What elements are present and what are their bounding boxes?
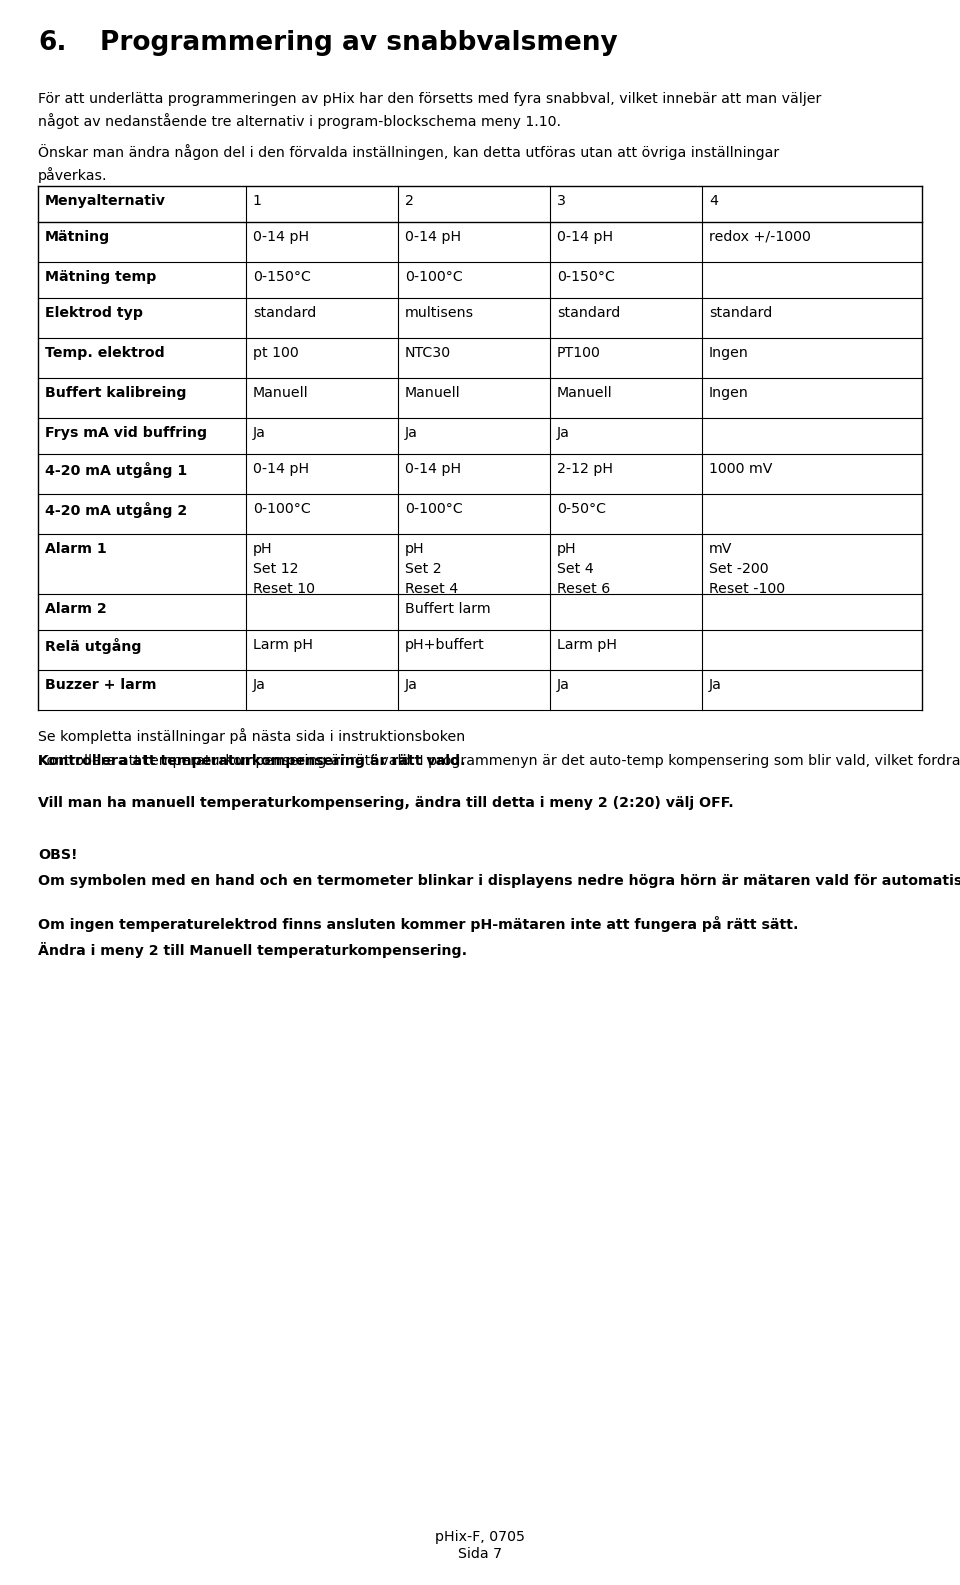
Text: Ja: Ja — [557, 678, 569, 693]
Text: 1000 mV: 1000 mV — [708, 461, 772, 475]
Text: Menyalternativ: Menyalternativ — [45, 193, 166, 208]
Text: 3: 3 — [557, 193, 565, 208]
Text: 2: 2 — [405, 193, 414, 208]
Text: Buzzer + larm: Buzzer + larm — [45, 678, 156, 693]
Text: Om ingen temperaturelektrod finns ansluten kommer pH-mätaren inte att fungera på: Om ingen temperaturelektrod finns anslut… — [38, 916, 799, 932]
Text: standard: standard — [708, 306, 772, 320]
Text: 1: 1 — [252, 193, 262, 208]
Text: Ja: Ja — [557, 426, 569, 441]
Text: 0-150°C: 0-150°C — [557, 269, 614, 284]
Text: Ingen: Ingen — [708, 346, 749, 360]
Text: 0-14 pH: 0-14 pH — [252, 461, 309, 475]
Text: Manuell: Manuell — [252, 387, 308, 399]
Text: Ändra i meny 2 till Manuell temperaturkompensering.: Ändra i meny 2 till Manuell temperaturko… — [38, 941, 468, 957]
Text: 4-20 mA utgång 1: 4-20 mA utgång 1 — [45, 461, 187, 479]
Text: standard: standard — [252, 306, 316, 320]
Text: 0-150°C: 0-150°C — [252, 269, 311, 284]
Text: Set -200: Set -200 — [708, 563, 769, 575]
Text: Larm pH: Larm pH — [557, 639, 617, 651]
Text: Temp. elektrod: Temp. elektrod — [45, 346, 165, 360]
Text: Frys mA vid buffring: Frys mA vid buffring — [45, 426, 207, 441]
Text: 0-14 pH: 0-14 pH — [405, 230, 461, 244]
Text: 0-50°C: 0-50°C — [557, 502, 606, 517]
Text: pH+buffert: pH+buffert — [405, 639, 485, 651]
Text: pH: pH — [557, 542, 576, 556]
Text: standard: standard — [557, 306, 620, 320]
Text: Reset 4: Reset 4 — [405, 582, 458, 596]
Text: Manuell: Manuell — [557, 387, 612, 399]
Text: Kontrollera att temperaturkompensering är rätt vald.: Kontrollera att temperaturkompensering ä… — [38, 754, 466, 769]
Text: Larm pH: Larm pH — [252, 639, 313, 651]
Text: 4: 4 — [708, 193, 718, 208]
Text: Set 4: Set 4 — [557, 563, 593, 575]
Text: 0-100°C: 0-100°C — [405, 502, 463, 517]
Text: Ja: Ja — [708, 678, 722, 693]
Text: Önskar man ändra någon del i den förvalda inställningen, kan detta utföras utan : Önskar man ändra någon del i den förvald… — [38, 144, 780, 182]
Text: Relä utgång: Relä utgång — [45, 639, 141, 655]
Text: Om symbolen med en hand och en termometer blinkar i displayens nedre högra hörn : Om symbolen med en hand och en termomete… — [38, 873, 960, 888]
Text: multisens: multisens — [405, 306, 474, 320]
Text: Vill man ha manuell temperaturkompensering, ändra till detta i meny 2 (2:20) väl: Vill man ha manuell temperaturkompenseri… — [38, 796, 733, 810]
Text: 4-20 mA utgång 2: 4-20 mA utgång 2 — [45, 502, 187, 518]
Text: Mätning: Mätning — [45, 230, 110, 244]
Text: Mätning temp: Mätning temp — [45, 269, 156, 284]
Text: Se kompletta inställningar på nästa sida i instruktionsboken: Se kompletta inställningar på nästa sida… — [38, 728, 466, 743]
Text: pH: pH — [252, 542, 273, 556]
Text: Reset 10: Reset 10 — [252, 582, 315, 596]
Text: 0-14 pH: 0-14 pH — [252, 230, 309, 244]
Text: Alarm 1: Alarm 1 — [45, 542, 107, 556]
Text: Ja: Ja — [252, 426, 266, 441]
Text: 0-100°C: 0-100°C — [252, 502, 310, 517]
Text: Ja: Ja — [252, 678, 266, 693]
Text: 0-14 pH: 0-14 pH — [405, 461, 461, 475]
Text: Buffert larm: Buffert larm — [405, 602, 491, 617]
Text: Alarm 2: Alarm 2 — [45, 602, 107, 617]
Text: Elektrod typ: Elektrod typ — [45, 306, 143, 320]
Text: OBS!: OBS! — [38, 848, 78, 862]
Text: 0-100°C: 0-100°C — [405, 269, 463, 284]
Text: pH: pH — [405, 542, 424, 556]
Text: Set 12: Set 12 — [252, 563, 299, 575]
Text: Reset 6: Reset 6 — [557, 582, 611, 596]
Text: 2-12 pH: 2-12 pH — [557, 461, 612, 475]
Text: Programmering av snabbvalsmeny: Programmering av snabbvalsmeny — [100, 30, 617, 55]
Text: 0-14 pH: 0-14 pH — [557, 230, 613, 244]
Text: Buffert kalibreing: Buffert kalibreing — [45, 387, 186, 399]
Text: Ja: Ja — [405, 678, 418, 693]
Text: Manuell: Manuell — [405, 387, 461, 399]
Text: NTC30: NTC30 — [405, 346, 451, 360]
Text: Reset -100: Reset -100 — [708, 582, 785, 596]
Text: Ja: Ja — [405, 426, 418, 441]
Text: Sida 7: Sida 7 — [458, 1547, 502, 1561]
Text: Ingen: Ingen — [708, 387, 749, 399]
Text: pHix-F, 0705: pHix-F, 0705 — [435, 1530, 525, 1544]
Text: mV: mV — [708, 542, 732, 556]
Text: pt 100: pt 100 — [252, 346, 299, 360]
Text: redox +/-1000: redox +/-1000 — [708, 230, 811, 244]
Text: PT100: PT100 — [557, 346, 601, 360]
Text: Set 2: Set 2 — [405, 563, 442, 575]
Text: Kontrollera att temperaturkompensering är rätt vald. I programmenyn är det auto-: Kontrollera att temperaturkompensering ä… — [38, 754, 960, 769]
Text: För att underlätta programmeringen av pHix har den försetts med fyra snabbval, v: För att underlätta programmeringen av pH… — [38, 92, 822, 128]
Text: 6.: 6. — [38, 30, 66, 55]
